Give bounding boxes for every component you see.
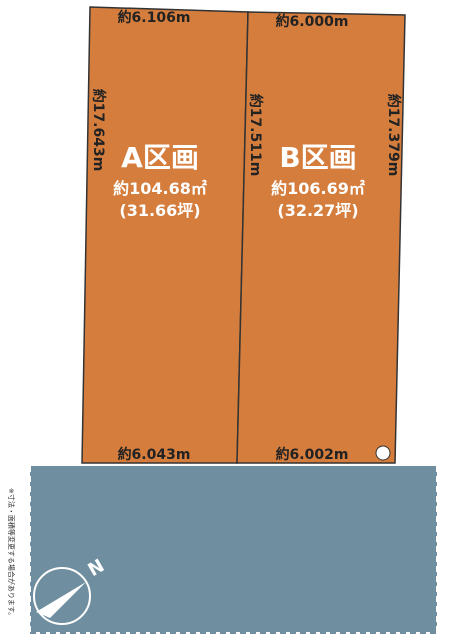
- plot-tsubo: (31.66坪): [119, 201, 200, 220]
- plot-a: [81, 6, 249, 464]
- dim-label: 約6.043m: [118, 446, 191, 463]
- dim-label: 約6.106m: [118, 9, 191, 26]
- plot-tsubo: (32.27坪): [277, 201, 358, 220]
- dim-label: 約6.000m: [276, 13, 349, 30]
- marker: [375, 445, 391, 461]
- plot-name: B区画: [279, 141, 356, 174]
- road: [30, 466, 437, 632]
- dim-label: 約17.379m: [385, 94, 402, 177]
- dim-label: 約17.511m: [247, 94, 264, 177]
- dim-label: 約6.002m: [276, 446, 349, 463]
- dim-label: 約17.643m: [90, 89, 107, 172]
- plot-name: A区画: [121, 141, 199, 174]
- plot-area: 約106.69㎡: [271, 179, 365, 198]
- note: ※寸法・面積等変更する場合があります。: [7, 488, 16, 619]
- plot-b: [236, 11, 406, 464]
- plot-area: 約104.68㎡: [113, 179, 207, 198]
